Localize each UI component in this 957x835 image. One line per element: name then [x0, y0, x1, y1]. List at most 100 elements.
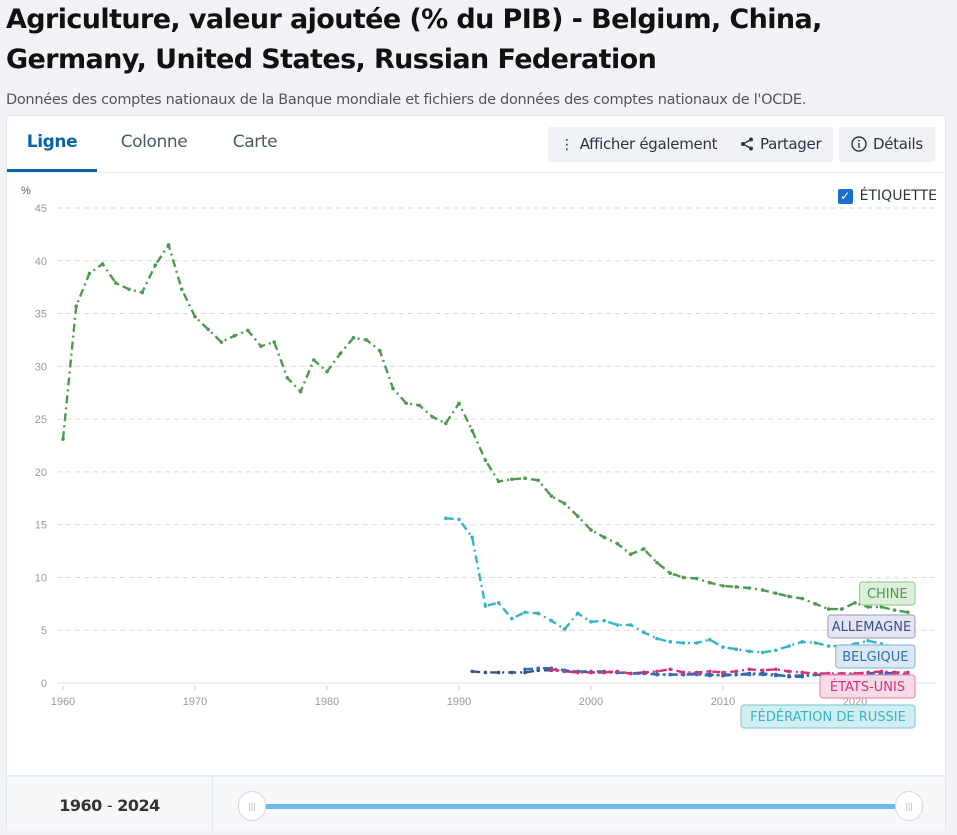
tab-map[interactable]: Carte [232, 132, 278, 152]
data-point [734, 647, 738, 652]
data-point [787, 673, 791, 678]
data-point [562, 501, 567, 506]
label-checkbox[interactable]: ✓ [837, 188, 853, 204]
chart-panel: Ligne Colonne Carte ⋮ Afficher également … [6, 115, 946, 831]
data-point [602, 670, 606, 675]
data-point [681, 670, 686, 675]
data-point [774, 591, 778, 596]
details-button[interactable]: Détails [839, 127, 935, 161]
data-point [800, 640, 804, 644]
data-point [510, 616, 514, 621]
data-point [813, 671, 818, 676]
line-chart: % 0 5 10 15 20 25 30 35 40 45 1960 1970 1980 1990 2000 2… [21, 185, 935, 729]
data-point [523, 667, 527, 672]
data-point [774, 648, 778, 653]
data-point [892, 608, 897, 612]
series-label-box-etats-unis [819, 674, 916, 699]
x-tick-label: 1960 [51, 696, 75, 708]
range-slider-track[interactable] [252, 804, 908, 809]
data-point [404, 401, 409, 406]
data-point [483, 670, 488, 675]
share-icon [740, 128, 754, 162]
data-point [496, 600, 501, 605]
data-point [338, 351, 343, 356]
data-point [272, 340, 277, 344]
data-point [879, 605, 884, 609]
data-point [800, 670, 804, 675]
y-tick-label: 15 [35, 520, 47, 532]
label-toggle[interactable]: ✓ ÉTIQUETTE [837, 188, 937, 204]
data-point [747, 649, 752, 654]
data-point [602, 535, 606, 540]
data-point [760, 650, 765, 655]
show-also-button[interactable]: ⋮ Afficher également [548, 127, 730, 161]
data-point [721, 584, 725, 588]
tab-column[interactable]: Colonne [120, 132, 188, 152]
data-point [576, 514, 580, 519]
tab-line[interactable]: Ligne [7, 116, 97, 172]
series-label-chine: CHINE [867, 587, 908, 602]
range-end: 2024 [117, 796, 160, 815]
data-point [523, 610, 527, 615]
data-point [668, 571, 672, 576]
data-point [589, 619, 593, 624]
data-point [219, 340, 224, 344]
more-vertical-icon: ⋮ [560, 137, 574, 153]
data-point [800, 673, 804, 678]
share-button[interactable]: Partager [728, 127, 834, 162]
data-point [708, 669, 712, 674]
data-point [747, 586, 752, 590]
data-point [140, 290, 144, 295]
series-label-belgique: BELGIQUE [842, 650, 908, 665]
range-end-handle[interactable]: ||| [895, 791, 923, 821]
data-point [879, 669, 884, 674]
data-point [655, 669, 659, 674]
data-point [232, 333, 237, 338]
data-point [866, 670, 870, 675]
label-toggle-text: ÉTIQUETTE [859, 188, 937, 204]
data-point [549, 494, 554, 498]
details-label: Détails [873, 135, 923, 153]
data-point [747, 667, 752, 672]
data-point [576, 670, 580, 675]
data-point [246, 328, 250, 333]
y-axis-unit-label: % [21, 185, 31, 197]
data-point [800, 596, 804, 601]
range-start: 1960 [59, 796, 102, 815]
data-point [444, 516, 448, 521]
data-point [549, 618, 554, 623]
data-point [681, 575, 686, 580]
data-point [787, 669, 791, 674]
series-line--tats-unis [551, 668, 908, 675]
data-point [510, 670, 514, 675]
data-point [457, 517, 461, 522]
data-point [496, 670, 501, 675]
data-point [206, 327, 210, 332]
data-point [562, 627, 567, 631]
data-point [100, 262, 105, 266]
data-point [127, 287, 131, 292]
data-point [813, 641, 818, 645]
range-start-handle[interactable]: ||| [238, 791, 266, 821]
data-point [166, 243, 171, 247]
chart-type-tabs: Ligne Colonne Carte ⋮ Afficher également … [7, 116, 945, 173]
data-point [787, 594, 791, 599]
y-tick-label: 5 [41, 625, 47, 637]
series-label-box-federation-de-russie [740, 704, 916, 729]
data-point [298, 389, 303, 394]
x-tick-label: 1980 [315, 696, 339, 708]
x-tick-label: 2000 [579, 696, 603, 708]
data-point [628, 671, 633, 676]
data-point [642, 670, 646, 675]
data-point [615, 541, 620, 546]
data-point [602, 618, 606, 623]
data-point [87, 271, 92, 276]
data-point [655, 560, 659, 565]
data-point [312, 358, 316, 362]
data-point [655, 636, 659, 641]
series-line-chine [61, 243, 908, 614]
range-footer: 1960 - 2024 ||| ||| [7, 775, 945, 831]
data-point [668, 667, 672, 672]
show-also-label: Afficher également [579, 135, 718, 153]
x-tick-label: 2010 [711, 696, 735, 708]
